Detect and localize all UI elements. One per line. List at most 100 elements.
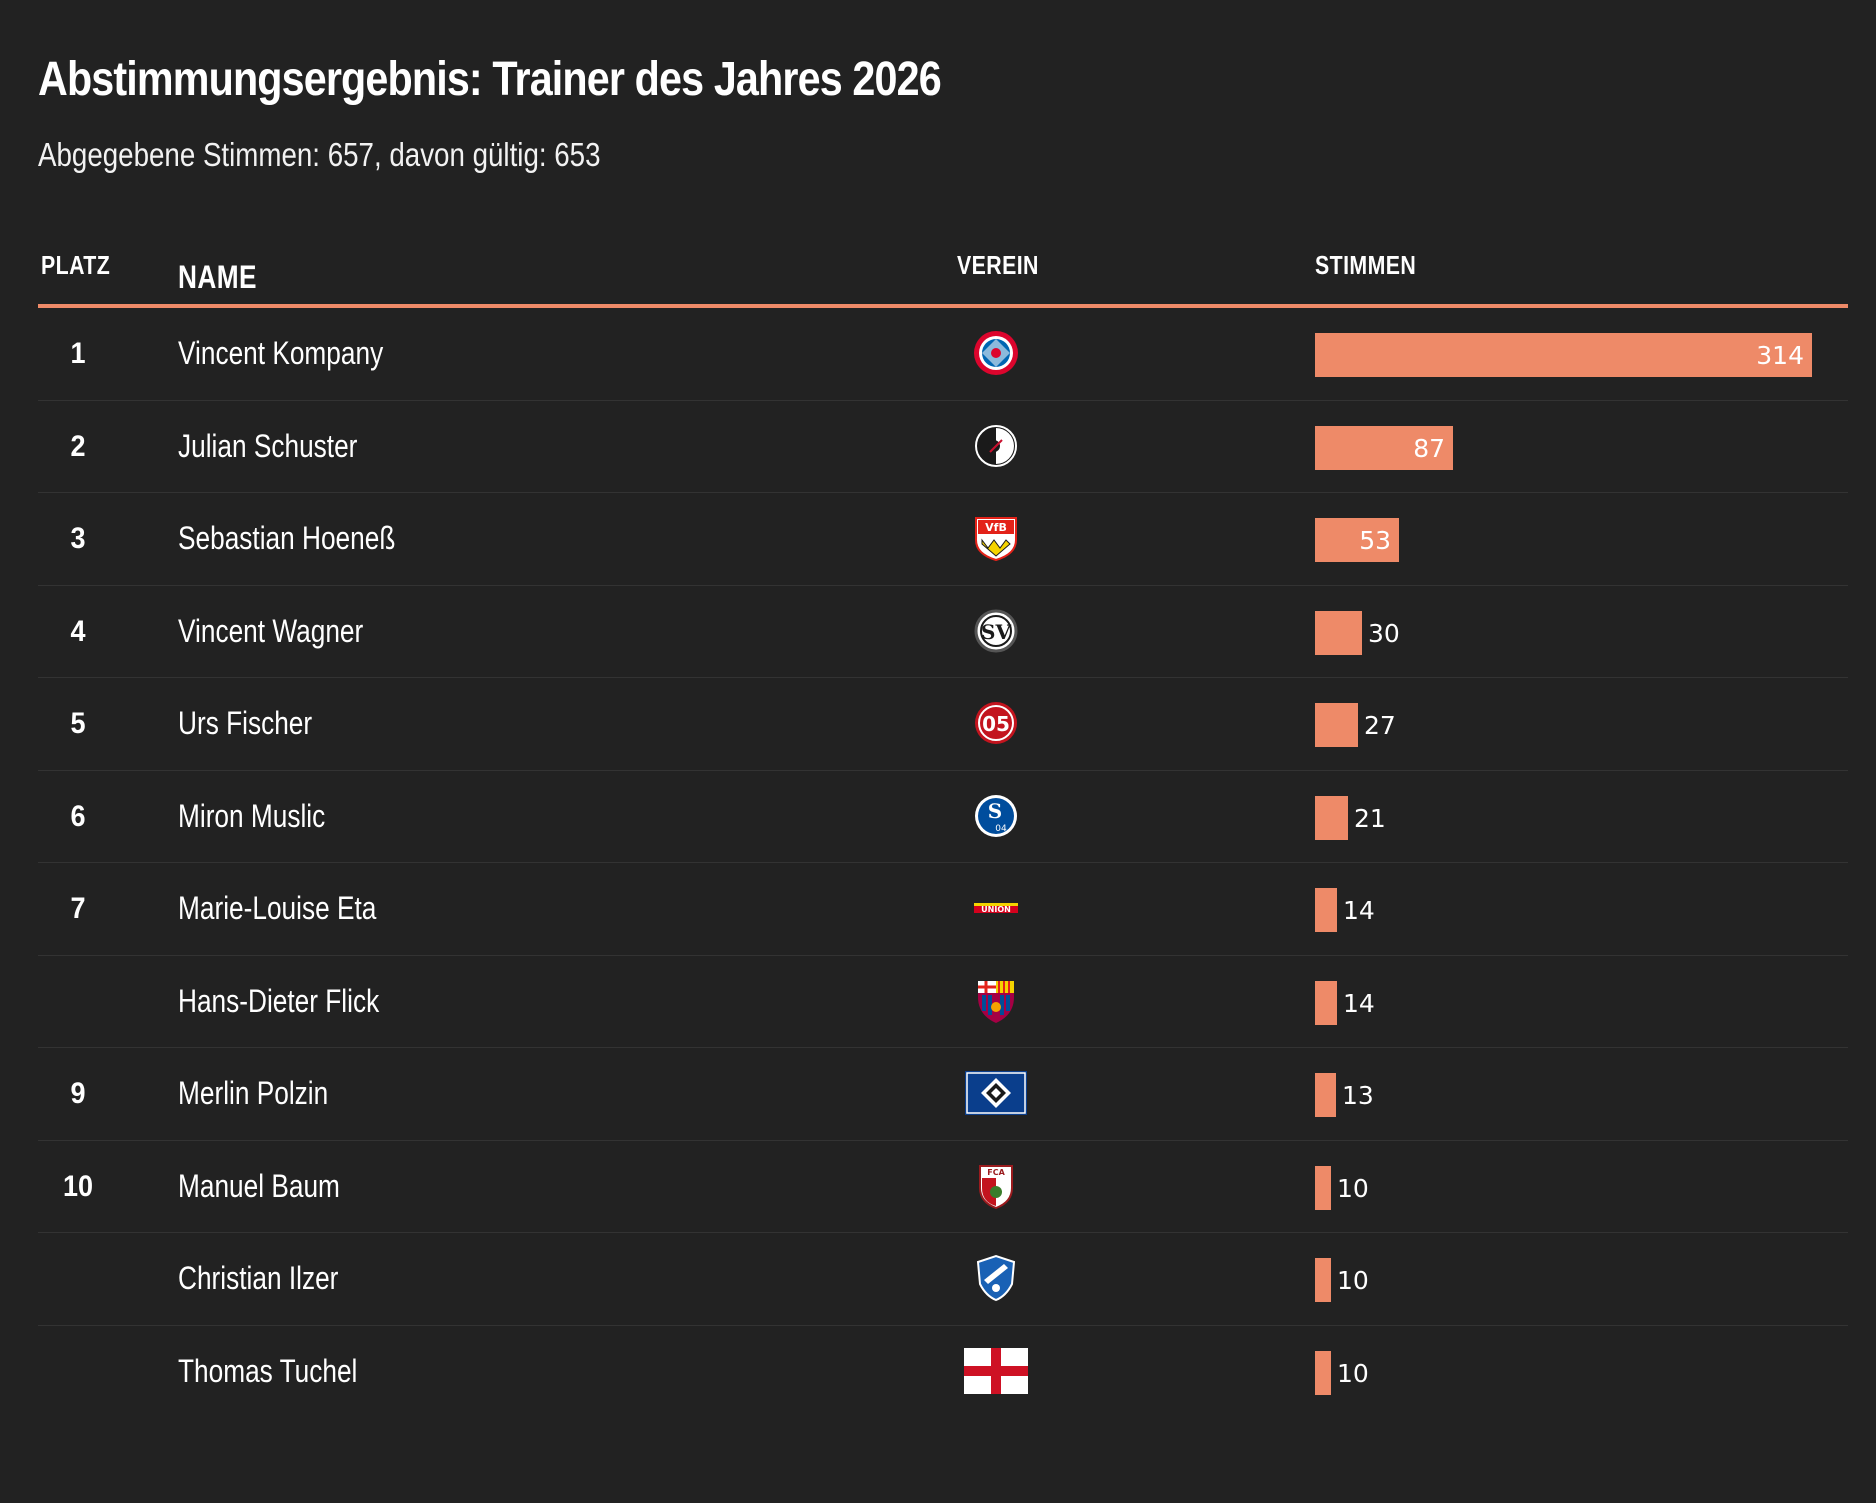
vote-count-label: 21 [1354,803,1386,833]
table-row: 1 Vincent Kompany 314 [38,308,1848,401]
vote-bar [1315,795,1348,840]
coach-name: Hans-Dieter Flick [178,982,380,1019]
rank-cell: 10 [62,1169,94,1203]
vote-count-label: 14 [1343,988,1375,1018]
vote-bar [1315,888,1337,932]
fc-barcelona-crest-icon [964,977,1028,1025]
column-header-verein: VEREIN [957,250,1039,280]
schalke-04-crest-icon: S 04 [964,792,1028,840]
coach-name: Vincent Kompany [178,335,384,371]
page-title: Abstimmungsergebnis: Trainer des Jahres … [38,53,942,106]
table-row: Hans-Dieter Flick 14 [38,956,1848,1048]
rank-cell: 7 [70,892,86,925]
column-header-name: NAME [178,259,257,295]
vote-bar [1315,980,1337,1025]
table-row: 7 Marie-Louise Eta UNION 14 [38,863,1848,956]
svg-text:UNION: UNION [981,905,1011,914]
table-row: 3 Sebastian Hoeneß VfB 53 [38,493,1848,586]
votes-cell: 27 [1315,678,1835,769]
england-flag-icon [964,1347,1028,1395]
votes-cell: 10 [1315,1233,1835,1324]
vote-bar [1315,1165,1331,1210]
svg-text:SV: SV [981,620,1011,644]
table-row: Christian Ilzer 10 [38,1233,1848,1326]
vote-count-label: 10 [1337,1173,1369,1203]
coach-name: Sebastian Hoeneß [178,520,396,556]
vote-bar [1315,425,1453,470]
vote-bar [1315,703,1358,747]
sv-elversberg-crest-icon: SV [964,607,1028,655]
vote-count-label: 13 [1342,1081,1374,1110]
table-row: 6 Miron Muslic S 04 21 [38,771,1848,863]
svg-text:05: 05 [982,712,1010,736]
vote-count-label: 14 [1343,896,1375,925]
coach-name: Christian Ilzer [178,1260,339,1296]
svg-text:S: S [988,799,1002,823]
votes-cell: 30 [1315,586,1835,677]
svg-text:FCA: FCA [987,1168,1005,1177]
vote-bar [1315,610,1362,655]
votes-cell: 21 [1315,771,1835,862]
vote-bar [1315,518,1399,562]
rank-cell [42,1233,114,1324]
rank-cell: 5 [70,707,86,740]
table-row: 5 Urs Fischer 05 27 [38,678,1848,771]
table-row: 9 Merlin Polzin 13 [38,1048,1848,1141]
coach-name: Merlin Polzin [178,1075,329,1111]
mainz-05-crest-icon: 05 [964,699,1028,747]
table-body: 1 Vincent Kompany 314 2 Julian Schuster 87 3 Se… [38,308,1848,1417]
table-row: 4 Vincent Wagner SV 30 [38,586,1848,678]
fc-augsburg-crest-icon: FCA [964,1162,1028,1210]
coach-name: Vincent Wagner [178,612,364,649]
rank-cell: 6 [70,799,86,833]
vote-count-label: 10 [1337,1358,1369,1388]
coach-name: Julian Schuster [178,427,358,464]
votes-cell: 14 [1315,863,1835,954]
results-table: PLATZ NAME VEREIN STIMMEN 1 Vincent Kompa… [38,232,1848,1417]
rank-cell: 2 [70,429,86,463]
vote-bar [1315,1350,1331,1395]
column-header-platz: PLATZ [41,250,111,280]
votes-cell: 10 [1315,1141,1835,1232]
coach-name: Urs Fischer [178,705,313,741]
union-berlin-crest-icon: UNION [964,884,1028,932]
votes-cell: 14 [1315,956,1835,1047]
rank-cell [42,1326,114,1417]
rank-cell: 1 [70,337,86,370]
vote-count-label: 53 [1359,526,1391,555]
rank-cell: 3 [70,522,86,555]
hamburger-sv-crest-icon [964,1069,1028,1117]
votes-cell: 53 [1315,493,1835,584]
table-row: 10 Manuel Baum FCA 10 [38,1141,1848,1233]
vfb-stuttgart-crest-icon: VfB [964,514,1028,562]
vote-count-label: 30 [1368,618,1400,648]
vote-bar [1315,1073,1336,1117]
vote-bar [1315,333,1812,377]
table-row: 2 Julian Schuster 87 [38,401,1848,493]
vote-count-label: 27 [1364,711,1396,740]
votes-cell: 10 [1315,1326,1835,1417]
coach-name: Miron Muslic [178,797,326,834]
vote-count-label: 10 [1337,1266,1369,1295]
vote-count-label: 87 [1413,433,1445,463]
rank-cell: 4 [70,614,86,648]
table-row: Thomas Tuchel 10 [38,1326,1848,1418]
rank-cell [42,956,114,1047]
tsg-hoffenheim-crest-icon [964,1254,1028,1302]
coach-name: Marie-Louise Eta [178,890,377,926]
fc-bayern-crest-icon [964,329,1028,377]
votes-cell: 13 [1315,1048,1835,1139]
votes-cell: 87 [1315,401,1835,492]
vote-bar [1315,1258,1331,1302]
coach-name: Thomas Tuchel [178,1352,358,1389]
sc-freiburg-crest-icon [964,422,1028,470]
page-subtitle: Abgegebene Stimmen: 657, davon gültig: 6… [38,136,601,173]
svg-text:04: 04 [995,824,1007,834]
votes-cell: 314 [1315,308,1835,399]
column-header-stimmen: STIMMEN [1315,250,1417,280]
vote-count-label: 314 [1756,341,1804,370]
table-header: PLATZ NAME VEREIN STIMMEN [38,232,1848,308]
coach-name: Manuel Baum [178,1167,340,1204]
svg-text:VfB: VfB [985,521,1007,534]
